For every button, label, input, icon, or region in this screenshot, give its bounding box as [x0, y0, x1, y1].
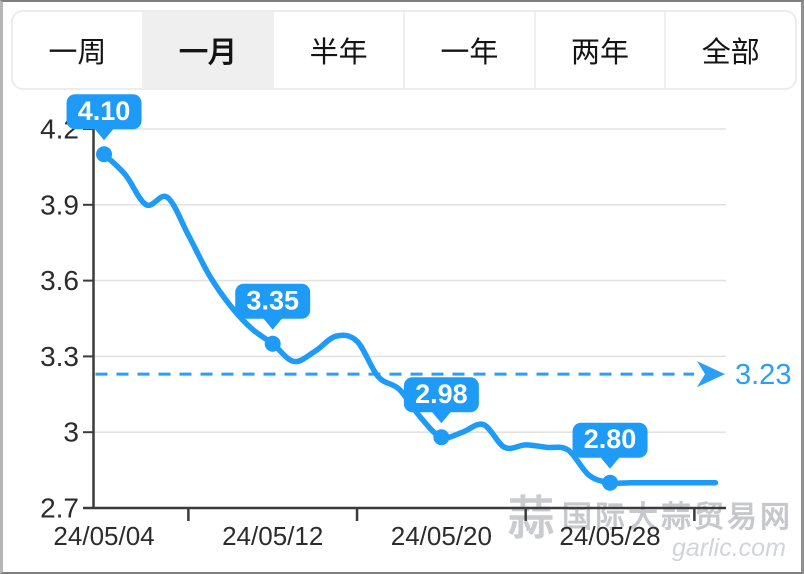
x-axis-label: 24/05/20: [391, 521, 492, 551]
tab-one-month[interactable]: 一月: [141, 12, 273, 88]
data-point-marker: [602, 474, 619, 491]
y-axis-label: 3.6: [40, 265, 79, 296]
data-point-marker: [96, 146, 113, 163]
y-axis-label: 2.7: [40, 493, 79, 524]
time-range-tabbar: 一周 一月 半年 一年 两年 全部: [11, 10, 797, 90]
svg-text:3.35: 3.35: [246, 285, 299, 315]
tab-two-years[interactable]: 两年: [533, 12, 665, 88]
x-axis-label: 24/05/04: [53, 521, 154, 551]
price-chart[interactable]: 3.234.23.93.63.332.724/05/04 24/05/12 24/0…: [3, 2, 804, 574]
svg-text:4.10: 4.10: [78, 96, 131, 126]
average-value-label: 3.23: [735, 359, 791, 391]
tab-one-week[interactable]: 一周: [48, 37, 107, 69]
y-axis-label: 3: [63, 417, 79, 448]
tab-all[interactable]: 全部: [664, 12, 795, 88]
data-label-bubble: 2.98: [403, 377, 479, 424]
y-axis-label: 3.9: [40, 189, 79, 220]
y-axis-label: 3.3: [40, 341, 79, 372]
svg-text:2.80: 2.80: [584, 424, 637, 454]
svg-text:2.98: 2.98: [415, 379, 468, 409]
average-line-arrow-icon: [697, 361, 725, 388]
tab-one-year[interactable]: 一年: [403, 12, 534, 88]
data-point-marker: [433, 429, 450, 446]
data-point-marker: [264, 335, 281, 352]
x-axis-label: 24/05/12: [222, 521, 323, 551]
data-label-bubble: 2.80: [572, 422, 648, 469]
data-label-bubble: 3.35: [235, 283, 311, 330]
tab-half-year[interactable]: 半年: [272, 12, 403, 88]
data-label-bubble: 4.10: [66, 94, 142, 141]
x-axis-label: 24/05/28: [559, 521, 660, 551]
